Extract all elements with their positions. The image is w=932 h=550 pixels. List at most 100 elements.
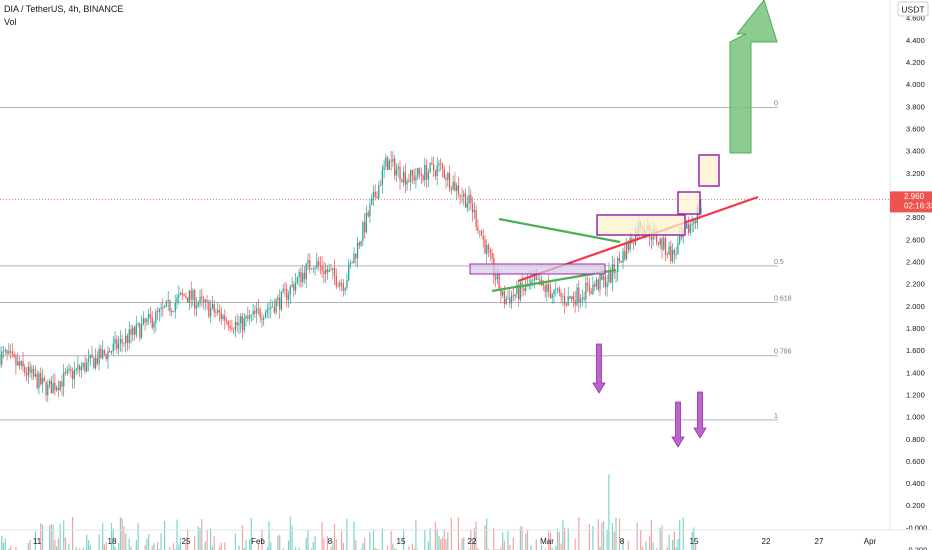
volume-bar (645, 541, 647, 550)
price-tick-label: 2.400 (906, 258, 925, 267)
price-tick-label: 1.800 (906, 324, 925, 333)
currency-label: USDT (901, 5, 924, 15)
candle-body (245, 316, 247, 319)
volume-bar (279, 534, 281, 550)
candle-body (475, 210, 477, 227)
candle-body (408, 180, 410, 182)
time-tick-label: 22 (762, 537, 771, 546)
volume-bar (468, 548, 470, 550)
candle-body (415, 177, 417, 181)
candle-body (523, 288, 525, 291)
candle-body (381, 169, 383, 186)
volume-bar (10, 545, 12, 550)
candle-body (436, 165, 438, 177)
candle-body (100, 348, 102, 359)
volume-bar (447, 532, 449, 550)
candle-body (257, 308, 260, 310)
candle-body (673, 250, 675, 255)
candle-body (40, 373, 42, 385)
volume-bar (172, 543, 175, 550)
candle-body (183, 294, 185, 296)
volume-bar (29, 539, 31, 550)
volume-bar (588, 524, 590, 550)
candle-body (358, 242, 360, 246)
candle-body (310, 268, 313, 270)
volume-bar (666, 547, 668, 550)
candle-body (410, 169, 412, 182)
candle-body (348, 264, 350, 281)
candle-body (480, 230, 483, 236)
volume-bar (312, 541, 314, 550)
candle-body (479, 230, 481, 232)
candle-body (548, 284, 550, 291)
volume-bar (415, 520, 417, 550)
candle-body (238, 323, 240, 326)
candle-body (156, 311, 159, 313)
candle-body (413, 175, 415, 181)
volume-bar (461, 538, 463, 550)
currency-badge[interactable]: USDT (897, 1, 929, 17)
candle-body (367, 212, 369, 217)
volume-bar (213, 536, 215, 550)
volume-bar (599, 546, 601, 550)
candle-body (549, 290, 552, 298)
candle-body (109, 351, 111, 353)
candle-body (567, 296, 569, 306)
volume-bar (15, 546, 17, 550)
volume-bar (656, 548, 658, 550)
candle-body (160, 307, 162, 309)
volume-bar (564, 527, 566, 550)
candle-body (286, 289, 288, 300)
volume-bar (440, 539, 442, 550)
candle-body (240, 316, 242, 324)
candle-body (114, 339, 116, 344)
price-tick-label: 4.400 (906, 36, 925, 45)
candle-body (194, 290, 196, 309)
candle-body (417, 168, 419, 178)
volume-bar (156, 541, 159, 550)
candle-body (1, 351, 3, 365)
candle-body (556, 288, 559, 290)
price-axis[interactable]: 4.600 4.400 4.200 4.000 3.800 3.600 3.400 3.200… (889, 0, 927, 550)
candle-body (103, 349, 106, 355)
price-tick-label: 1.600 (906, 346, 925, 355)
volume-bar (695, 543, 697, 550)
candle-body (227, 320, 229, 326)
candle-body (666, 254, 668, 256)
candle-body (360, 241, 362, 246)
candle-body (323, 270, 325, 274)
volume-bar (394, 548, 396, 550)
triangle-upper-line (498, 217, 621, 244)
volume-bar (52, 525, 54, 550)
time-axis[interactable]: 11 18 25 Feb 8 15 22 Mar 8 15 22 27 Apr (0, 529, 932, 546)
candle-body (63, 372, 65, 387)
candle-body (135, 324, 137, 335)
candle-body (507, 297, 509, 299)
volume-bar (326, 536, 328, 550)
volume-bar (332, 541, 334, 550)
candle-body (328, 269, 330, 273)
candle-body (687, 223, 690, 233)
candle-body (325, 269, 327, 274)
candle-body (31, 368, 33, 373)
candle-body (139, 323, 141, 338)
volume-bar (64, 537, 67, 550)
candle-body (110, 351, 113, 353)
candle-body (80, 367, 83, 371)
candle-body (256, 308, 258, 314)
volume-bar (59, 523, 61, 550)
candle-body (565, 304, 567, 306)
candle-body (303, 272, 306, 280)
volume-spike-arrow-icon (592, 343, 606, 394)
volume-bar (509, 545, 511, 550)
candle-body (516, 284, 518, 295)
candle-body (482, 236, 484, 240)
price-tick-label: 0.800 (906, 435, 925, 444)
fib-label: 0.786 (774, 349, 792, 356)
volume-bar (346, 519, 348, 550)
candle-body (116, 339, 118, 349)
volume-bar (144, 545, 146, 550)
fibonacci-levels: 0 0.5 0.618 0.786 1 (0, 101, 890, 421)
candle-body (530, 280, 532, 284)
